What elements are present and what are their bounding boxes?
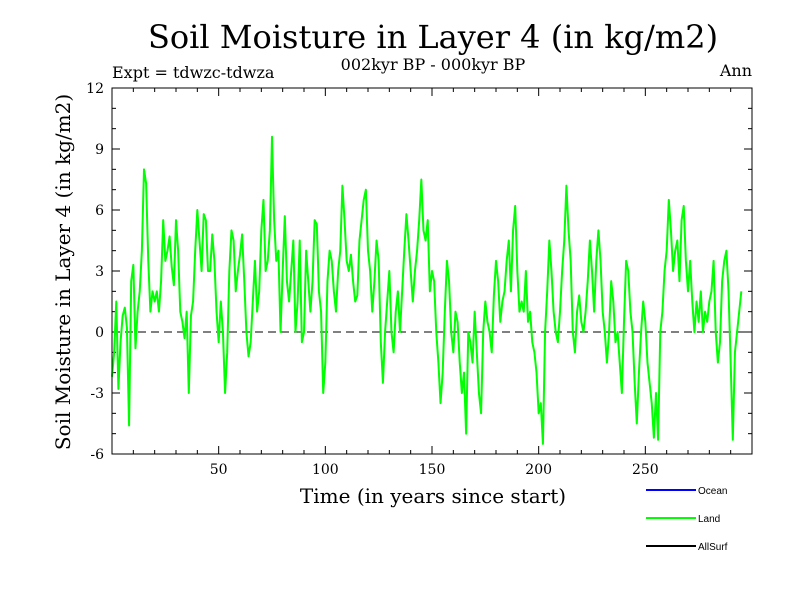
y-tick-label: 12: [86, 81, 104, 97]
y-tick-label: 6: [95, 203, 104, 219]
x-tick-label: 250: [632, 462, 659, 478]
y-tick-label: -3: [90, 386, 104, 402]
x-tick-label: 200: [525, 462, 552, 478]
y-axis-label: Soil Moisture in Layer 4 (in kg/m2): [51, 94, 75, 450]
x-tick-label: 150: [419, 462, 446, 478]
series-line-land: [111, 135, 743, 445]
y-tick-label: -6: [90, 447, 104, 463]
x-axis-label: Time (in years since start): [300, 484, 566, 508]
legend-label-allsurf: AllSurf: [698, 542, 728, 553]
x-tick-label: 50: [210, 462, 228, 478]
y-tick-label: 9: [95, 142, 104, 158]
expt-label: Expt = tdwzc-tdwza: [112, 63, 275, 82]
legend: Ocean Land AllSurf: [646, 486, 728, 553]
x-tick-label: 100: [312, 462, 339, 478]
tick-labels: -6 -3 0 3 6 9 12 50 100 150 200 250: [86, 81, 659, 478]
chart-title: Soil Moisture in Layer 4 (in kg/m2): [148, 18, 718, 56]
legend-label-ocean: Ocean: [698, 486, 727, 497]
y-tick-label: 3: [95, 264, 104, 280]
legend-label-land: Land: [698, 514, 720, 525]
chart-subtitle: 002kyr BP - 000kyr BP: [341, 55, 526, 74]
season-label: Ann: [719, 61, 752, 80]
y-tick-label: 0: [95, 325, 104, 341]
plot-frame: [111, 87, 753, 455]
series-group: [111, 135, 743, 445]
